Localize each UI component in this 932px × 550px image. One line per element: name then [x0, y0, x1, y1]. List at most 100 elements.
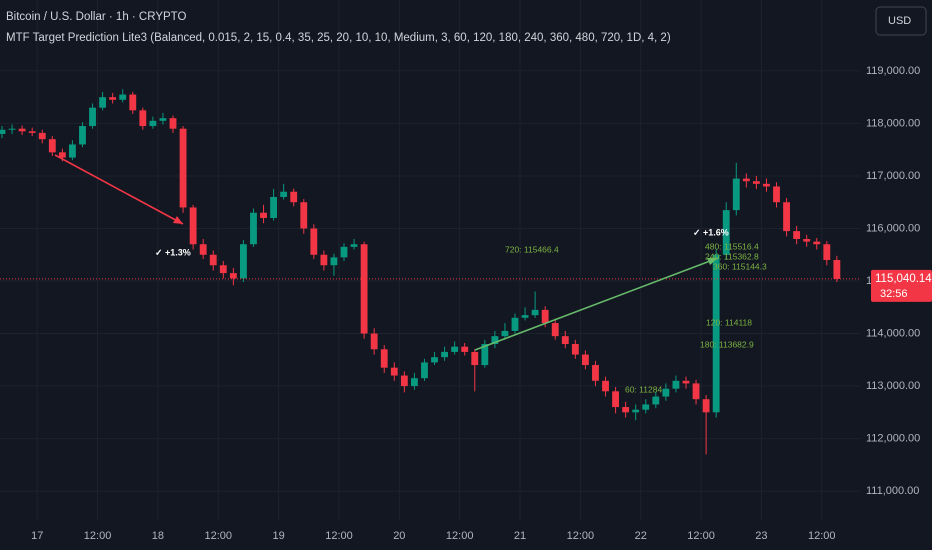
candle-body: [702, 399, 710, 413]
candle-body: [561, 336, 569, 345]
candle-body: [360, 244, 368, 334]
candle-body: [461, 346, 469, 352]
candle-body: [390, 367, 398, 376]
candle-body: [481, 344, 489, 366]
candle-body: [712, 254, 720, 413]
candle-body: [179, 128, 187, 208]
candle-body: [119, 94, 127, 100]
candle-body: [662, 388, 670, 397]
x-tick-label: 12:00: [325, 530, 353, 542]
candle-body: [551, 323, 559, 337]
x-tick-label: 20: [393, 530, 405, 542]
candle-body: [189, 207, 197, 245]
prediction-line: [54, 154, 184, 225]
candle-body: [310, 228, 318, 255]
candle-body: [159, 118, 167, 121]
candle-body: [541, 309, 549, 324]
candle-body: [451, 346, 459, 352]
candle-body: [823, 244, 831, 260]
annotation: ✓ +1.6%: [693, 227, 729, 237]
candle-body: [642, 404, 650, 410]
candle-body: [652, 396, 660, 405]
candle-body: [692, 383, 700, 400]
candle-body: [290, 191, 298, 203]
candle-body: [58, 152, 66, 158]
candle-body: [209, 254, 217, 266]
candle-body: [722, 210, 730, 255]
y-tick-label: 119,000.00: [866, 65, 920, 77]
currency-button[interactable]: [875, 6, 927, 36]
candle-body: [169, 118, 177, 129]
candle-body: [149, 120, 157, 127]
x-tick-label: 17: [31, 530, 43, 542]
price-tag-label: 115,040.14: [875, 273, 932, 285]
annotation: 240: 115362.8: [705, 251, 759, 261]
candle-body: [69, 144, 76, 158]
annotation: 180: 113682.9: [700, 339, 754, 349]
x-tick-label: 22: [635, 530, 647, 542]
candle-body: [581, 354, 589, 366]
candle-body: [219, 265, 227, 274]
candle-body: [260, 212, 267, 218]
candle-body: [803, 238, 811, 242]
candle-body: [0, 129, 6, 134]
prediction-line: [474, 257, 719, 351]
candle-body: [521, 315, 529, 318]
y-tick-label: 112,000.00: [866, 432, 920, 444]
y-tick-label: 113,000.00: [866, 380, 920, 392]
candle-body: [732, 178, 740, 211]
x-tick-label: 19: [272, 530, 284, 542]
currency-label[interactable]: USD: [888, 15, 911, 27]
x-tick-label: 21: [514, 530, 526, 542]
indicator-title: MTF Target Prediction Lite3 (Balanced, 0…: [6, 32, 671, 44]
candle-body: [410, 378, 418, 387]
candle-body: [340, 246, 348, 258]
price-tag: 115,040.14 32:56: [871, 269, 932, 302]
candle-body: [592, 365, 599, 381]
x-tick-label: 12:00: [687, 530, 715, 542]
y-tick-label: 117,000.00: [866, 170, 920, 182]
x-tick-label: 12:00: [84, 530, 112, 542]
candle-body: [330, 257, 338, 266]
annotation: 720: 115466.4: [505, 244, 559, 254]
y-tick-label: 111,000.00: [866, 485, 919, 497]
annotation: 60: 11284: [625, 384, 662, 394]
candles: [0, 89, 860, 455]
candle-body: [793, 231, 801, 239]
candle-body: [571, 344, 579, 355]
candle-body: [229, 273, 237, 279]
x-tick-label: 12:00: [446, 530, 474, 542]
x-tick-label: 23: [755, 530, 767, 542]
candle-body: [632, 409, 640, 413]
y-tick-label: 118,000.00: [866, 117, 920, 129]
arrow-head: [173, 216, 183, 224]
candle-body: [622, 407, 630, 413]
symbol-title: Bitcoin / U.S. Dollar · 1h · CRYPTO: [6, 11, 186, 23]
candle-body: [350, 244, 358, 247]
y-tick-label: 116,000.00: [866, 222, 920, 234]
candle-body: [139, 110, 147, 127]
grid: [0, 0, 860, 520]
x-tick-label: 12:00: [567, 530, 595, 542]
candle-body: [250, 212, 257, 245]
candle-body: [682, 380, 690, 384]
candle-body: [783, 202, 790, 232]
candle-body: [602, 380, 609, 392]
time-axis: [0, 520, 932, 550]
candle-body: [441, 351, 449, 358]
candle-body: [370, 333, 378, 350]
candle-body: [531, 309, 539, 316]
y-tick-label: 114,000.00: [866, 327, 920, 339]
candle-body: [109, 97, 117, 100]
candle-body: [380, 349, 388, 368]
candle-body: [491, 336, 499, 345]
candle-body: [18, 128, 26, 132]
candle-body: [320, 254, 328, 266]
candle-body: [471, 351, 479, 366]
candle-body: [129, 94, 137, 111]
candle-body: [431, 357, 438, 363]
candle-body: [752, 181, 760, 184]
candle-body: [99, 97, 107, 108]
candle-body: [48, 139, 56, 153]
